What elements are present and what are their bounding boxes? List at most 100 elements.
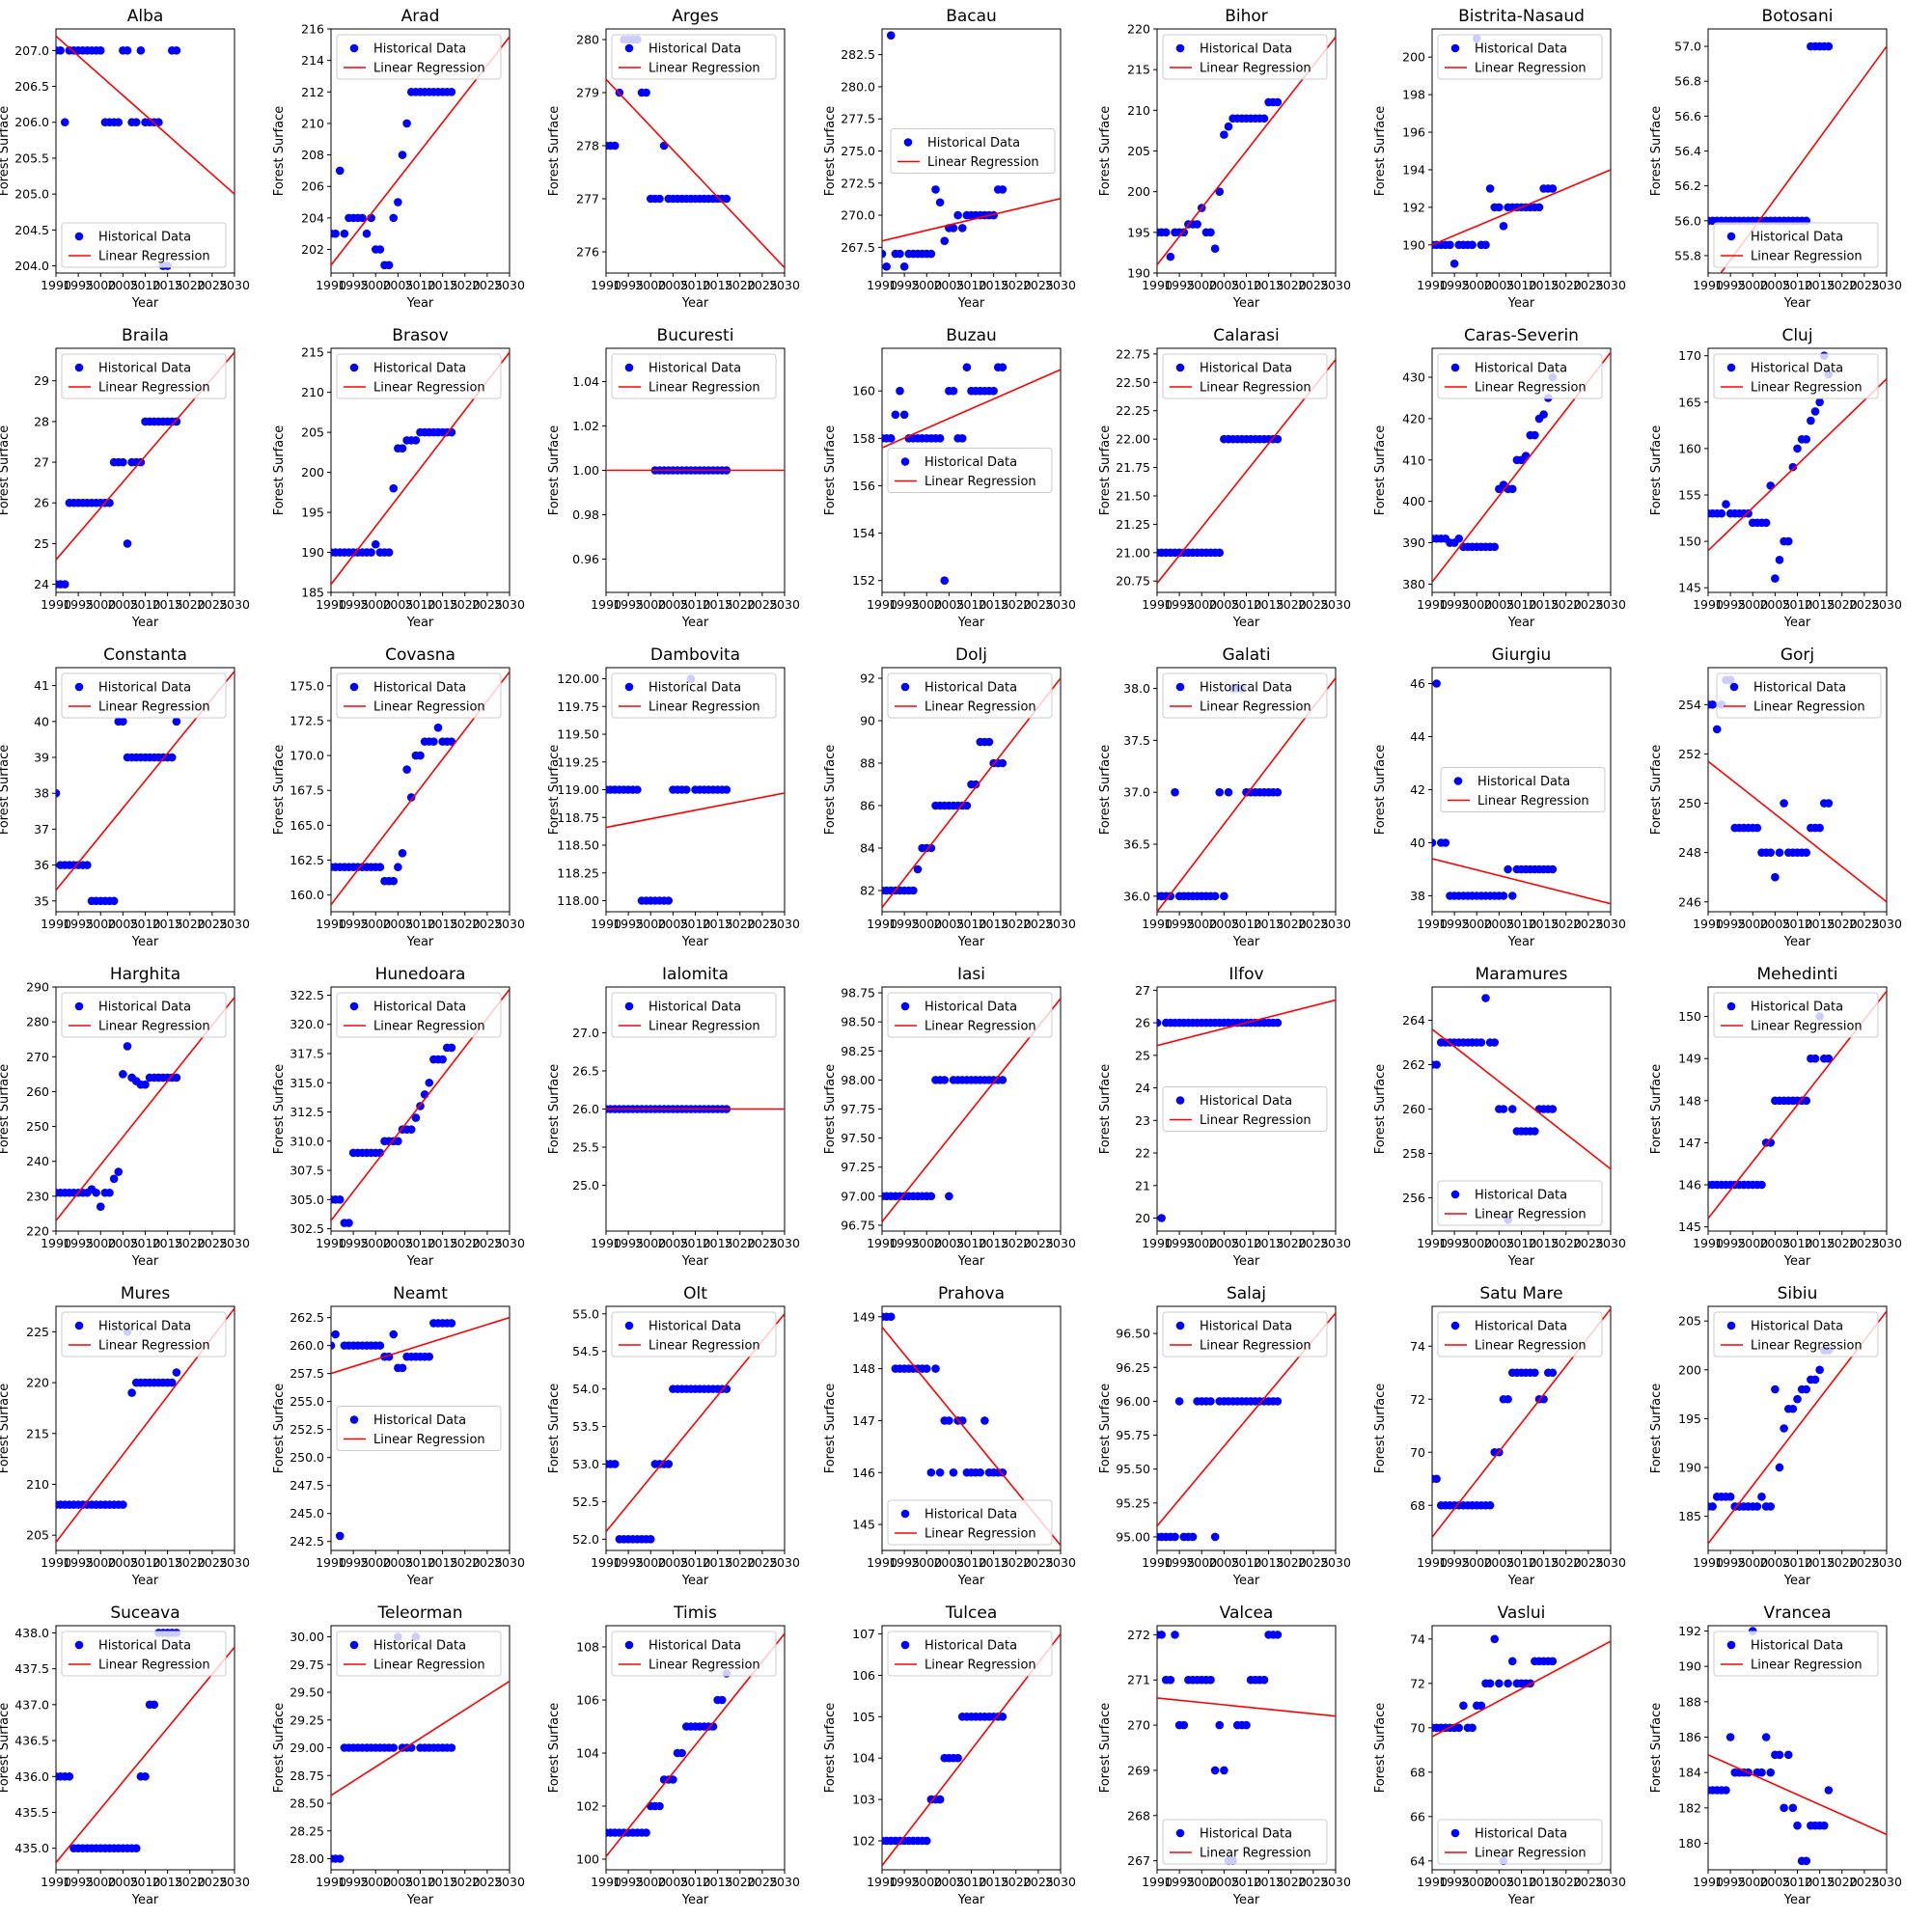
y-axis-label: Forest Surface — [1649, 425, 1664, 516]
x-tick-label: 2030 — [769, 1236, 800, 1250]
x-tick-label: 2015 — [1805, 278, 1835, 292]
data-point — [389, 483, 399, 493]
legend-box — [336, 1406, 502, 1451]
legend-label-regression: Linear Regression — [1751, 381, 1863, 396]
y-axis-label: Forest Surface — [1373, 106, 1388, 197]
legend-box — [1713, 353, 1879, 399]
y-tick-label: 44 — [1410, 729, 1425, 744]
y-tick-label: 200 — [1678, 1362, 1701, 1377]
legend: Historical Data Linear Regression — [336, 992, 502, 1038]
x-tick-label: 2010 — [956, 1555, 987, 1570]
legend-label-historical: Historical Data — [1475, 1189, 1567, 1203]
legend-marker-points — [1450, 1828, 1460, 1838]
x-tick-label: 2015 — [428, 1875, 458, 1889]
y-tick-label: 86 — [860, 799, 875, 813]
regression-line — [1432, 1028, 1611, 1170]
y-tick-label: 145 — [1678, 581, 1701, 595]
panel-ilfov: Ilfov19901995200020052010201520202025203… — [1098, 965, 1351, 1269]
y-tick-label: 250 — [1678, 796, 1701, 810]
x-tick-label: 1990 — [1693, 1555, 1724, 1570]
legend-marker-points — [903, 138, 913, 147]
y-tick-label: 254 — [1678, 698, 1701, 712]
x-tick-label: 2030 — [1595, 278, 1626, 292]
y-tick-label: 146 — [1678, 1178, 1701, 1193]
legend-label-regression: Linear Regression — [649, 1020, 760, 1034]
y-tick-label: 437.0 — [14, 1697, 49, 1712]
x-tick-label: 2020 — [1001, 597, 1032, 612]
y-tick-label: 106 — [576, 1693, 599, 1708]
panel-title: Arad — [401, 7, 440, 26]
x-tick-label: 2020 — [1001, 1555, 1032, 1570]
y-tick-label: 95.75 — [1116, 1428, 1150, 1442]
data-point — [1179, 1720, 1189, 1730]
panel-title: Ialomita — [662, 965, 729, 984]
y-tick-label: 278 — [576, 139, 599, 153]
legend-marker-points — [1726, 363, 1736, 372]
y-tick-label: 90 — [860, 714, 875, 728]
x-tick-label: 2005 — [382, 1555, 413, 1570]
y-tick-label: 28.25 — [290, 1823, 324, 1838]
legend-label-regression: Linear Regression — [925, 1527, 1036, 1542]
x-tick-label: 2005 — [1483, 597, 1514, 612]
x-tick-label: 1995 — [1439, 1236, 1470, 1250]
x-tick-label: 1995 — [613, 278, 644, 292]
data-point — [1757, 1768, 1766, 1777]
y-tick-label: 26.5 — [572, 1063, 599, 1078]
y-tick-label: 38 — [1410, 889, 1425, 903]
x-tick-label: 1995 — [1715, 917, 1746, 931]
x-tick-label: 2025 — [197, 1555, 228, 1570]
data-point — [141, 1080, 150, 1089]
x-tick-label: 2015 — [1805, 1555, 1835, 1570]
legend-label-historical: Historical Data — [649, 681, 741, 696]
legend: Historical Data Linear Regression — [611, 992, 777, 1038]
y-tick-label: 216 — [301, 22, 324, 37]
x-axis-label: Year — [1507, 935, 1535, 949]
panel-valcea: Valcea 1990199520002005201020152020202520… — [1098, 1604, 1351, 1907]
y-tick-label: 102 — [852, 1833, 875, 1848]
data-point — [882, 249, 887, 259]
x-tick-label: 2030 — [1320, 1875, 1351, 1889]
legend: Historical Data Linear Regression — [336, 34, 502, 80]
y-tick-label: 280 — [26, 1015, 49, 1029]
legend-label-historical: Historical Data — [1200, 362, 1292, 376]
data-point — [998, 185, 1007, 194]
x-tick-label: 1995 — [1715, 1236, 1746, 1250]
data-point — [394, 1137, 402, 1146]
data-point — [1802, 434, 1811, 444]
y-tick-label: 22.25 — [1116, 403, 1150, 418]
data-point — [1815, 398, 1824, 407]
data-point — [136, 46, 146, 55]
data-point — [1753, 823, 1762, 833]
data-point — [1193, 220, 1201, 229]
legend-label-regression: Linear Regression — [1475, 1339, 1587, 1354]
data-point — [394, 198, 402, 206]
data-point — [1220, 130, 1228, 139]
data-point — [931, 1364, 940, 1373]
legend-label-regression: Linear Regression — [373, 1659, 485, 1673]
y-tick-label: 252.5 — [290, 1422, 324, 1437]
x-tick-label: 2020 — [1276, 917, 1307, 931]
legend: Historical Data Linear Regression — [336, 353, 502, 399]
x-tick-label: 2015 — [428, 597, 458, 612]
x-tick-label: 1990 — [316, 278, 346, 292]
x-tick-label: 1990 — [1693, 1875, 1724, 1889]
legend-box — [61, 1631, 227, 1677]
x-tick-label: 2000 — [1461, 1875, 1492, 1889]
y-tick-label: 262.5 — [290, 1310, 324, 1325]
legend-label-regression: Linear Regression — [1475, 1208, 1587, 1222]
x-tick-label: 2005 — [1759, 1555, 1790, 1570]
y-tick-label: 256 — [1402, 1191, 1425, 1205]
x-tick-label: 1995 — [1439, 278, 1470, 292]
panel-title: Galati — [1222, 645, 1270, 665]
x-tick-label: 2025 — [1023, 1236, 1054, 1250]
y-tick-label: 70 — [1410, 1445, 1425, 1460]
y-tick-label: 68 — [1410, 1765, 1425, 1779]
data-point — [1761, 518, 1771, 528]
legend-label-historical: Historical Data — [1475, 42, 1567, 57]
y-tick-label: 195 — [1127, 225, 1150, 239]
x-axis-label: Year — [1783, 616, 1811, 630]
x-tick-label: 2025 — [472, 278, 503, 292]
y-tick-label: 25.0 — [572, 1178, 599, 1193]
data-point — [669, 1775, 677, 1784]
data-point — [717, 1695, 727, 1705]
